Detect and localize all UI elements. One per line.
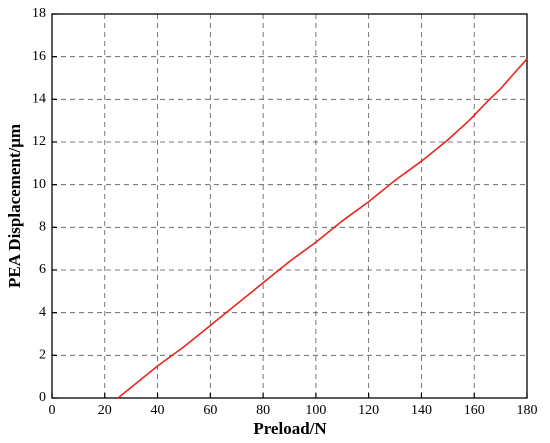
y-tick-label: 14 <box>32 92 46 107</box>
x-tick-label: 0 <box>49 403 56 418</box>
x-tick-label: 80 <box>256 403 270 418</box>
y-tick-label: 16 <box>32 49 46 64</box>
x-tick-label: 180 <box>517 403 538 418</box>
y-tick-label: 8 <box>39 220 46 235</box>
x-tick-label: 120 <box>358 403 379 418</box>
y-tick-label: 12 <box>32 134 46 149</box>
x-tick-label: 160 <box>464 403 485 418</box>
x-tick-label: 60 <box>203 403 217 418</box>
y-tick-label: 18 <box>32 6 46 21</box>
x-tick-label: 40 <box>151 403 165 418</box>
x-tick-label: 140 <box>411 403 432 418</box>
x-axis-title: Preload/N <box>253 419 327 438</box>
y-tick-label: 6 <box>39 262 46 277</box>
x-tick-label: 20 <box>98 403 112 418</box>
data-line <box>117 58 528 399</box>
y-tick-label: 4 <box>39 305 46 320</box>
y-tick-label: 2 <box>39 348 46 363</box>
x-tick-label: 100 <box>305 403 326 418</box>
y-axis-title: PEA Displacement/μm <box>5 124 24 288</box>
y-tick-label: 10 <box>32 177 46 192</box>
plot-frame <box>51 13 528 399</box>
y-tick-label: 0 <box>39 390 46 405</box>
